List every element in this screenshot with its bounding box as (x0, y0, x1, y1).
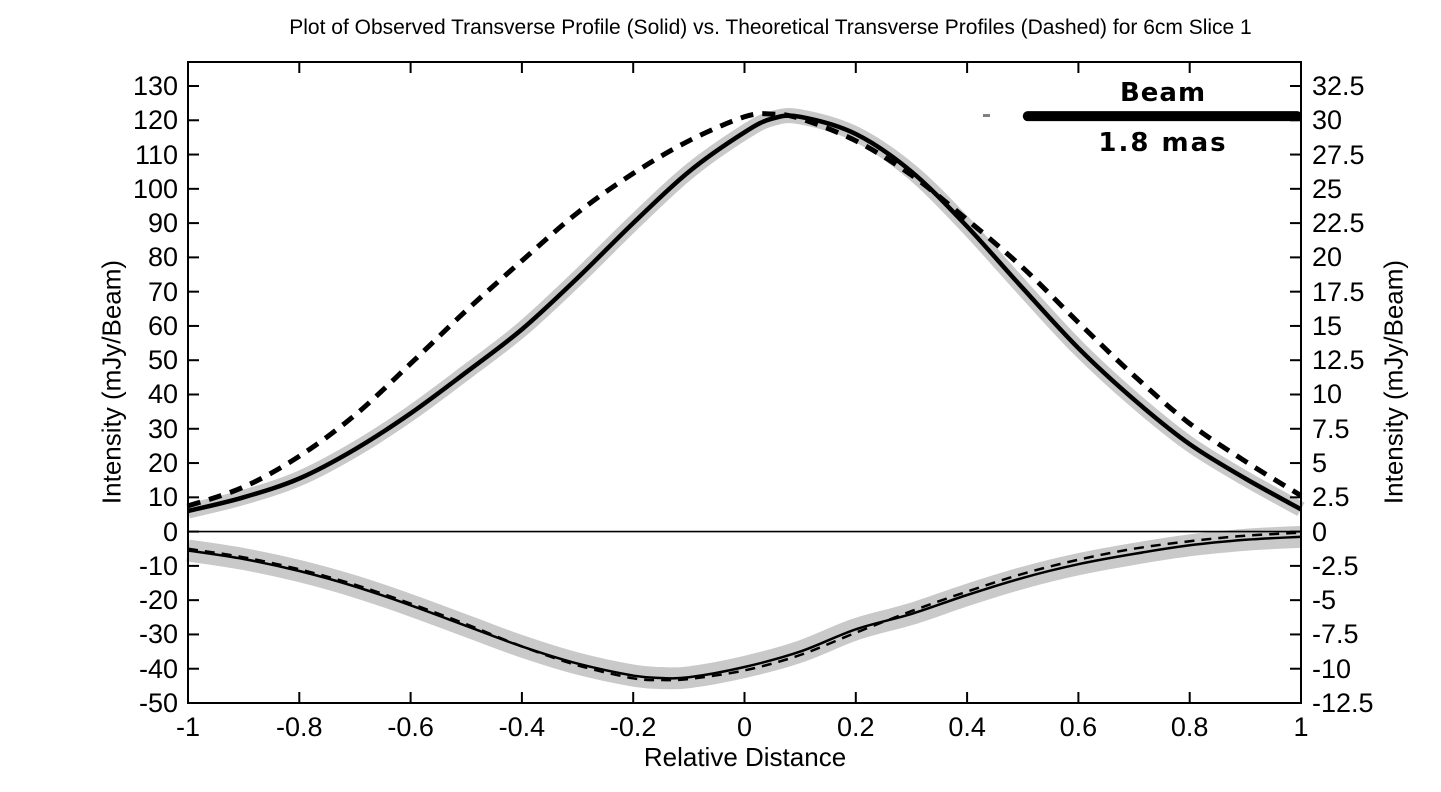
left-tick-label: 60 (147, 310, 178, 341)
right-tick-label: 17.5 (1312, 276, 1365, 307)
right-tick-label: 10 (1312, 379, 1343, 410)
x-tick-label: -1 (175, 712, 200, 742)
left-tick-label: -10 (138, 550, 178, 581)
left-tick-label: 50 (147, 345, 178, 376)
right-tick-label: 0 (1312, 516, 1328, 547)
right-tick-label: 30 (1312, 105, 1343, 136)
left-tick-label: 10 (147, 482, 178, 513)
x-tick-label: -0.4 (498, 712, 546, 742)
x-tick-label: -0.6 (387, 712, 434, 742)
right-tick-label: -12.5 (1312, 688, 1374, 718)
right-tick-label: 27.5 (1312, 139, 1365, 170)
x-tick-label: 0.2 (837, 712, 875, 742)
theoretical-profile-curve-3 (187, 531, 1302, 682)
right-tick-label: -10 (1312, 653, 1352, 684)
x-tick-label: 1 (1293, 712, 1309, 742)
right-tick-label: 2.5 (1312, 482, 1350, 513)
left-tick-label: -20 (138, 585, 178, 616)
right-tick-label: 15 (1312, 310, 1343, 341)
x-tick-label: 0.4 (948, 712, 986, 742)
left-tick-label: 130 (132, 70, 178, 101)
observed-profile-curve-2 (187, 535, 1302, 680)
left-tick-label: 0 (162, 516, 178, 547)
right-tick-label: -2.5 (1312, 550, 1359, 581)
left-tick-label: 70 (147, 276, 178, 307)
left-tick-label: 20 (147, 448, 178, 479)
left-tick-label: 40 (147, 379, 178, 410)
observed-profile-curve-0 (187, 113, 1303, 514)
right-tick-label: 25 (1312, 173, 1343, 204)
right-tick-label: 20 (1312, 242, 1343, 273)
right-tick-label: -7.5 (1312, 619, 1359, 650)
left-tick-label: -40 (138, 653, 178, 684)
right-tick-label: 5 (1312, 448, 1328, 479)
x-tick-label: -0.2 (609, 712, 657, 742)
axes-box (187, 61, 1302, 704)
beam-annotation-label: Beam (1119, 78, 1207, 108)
chart-title: Plot of Observed Transverse Profile (Sol… (289, 16, 1252, 39)
left-tick-label: 120 (132, 105, 178, 136)
small-dot-artifact (983, 114, 990, 117)
x-tick-label: 0.6 (1059, 712, 1098, 742)
beam-annotation-size-label: 1.8 mas (1098, 128, 1228, 158)
left-tick-label: 100 (132, 173, 178, 204)
x-tick-label: -0.8 (276, 712, 323, 742)
x-tick-label: 0.8 (1170, 712, 1209, 742)
x-axis-label: Relative Distance (643, 742, 847, 772)
left-tick-label: -50 (138, 688, 178, 718)
x-tick-label: 0 (736, 712, 753, 742)
right-tick-label: 7.5 (1312, 413, 1350, 444)
left-tick-label: 80 (147, 242, 178, 273)
right-tick-label: 32.5 (1312, 70, 1365, 101)
left-tick-label: 30 (147, 413, 178, 444)
right-tick-label: 12.5 (1312, 345, 1365, 376)
error-band-series-2 (186, 525, 1302, 690)
right-tick-label: 22.5 (1312, 208, 1365, 239)
left-tick-label: 110 (134, 139, 178, 170)
right-tick-label: -5 (1312, 585, 1337, 616)
left-tick-label: 90 (147, 208, 178, 239)
left-tick-label: -30 (138, 619, 178, 650)
